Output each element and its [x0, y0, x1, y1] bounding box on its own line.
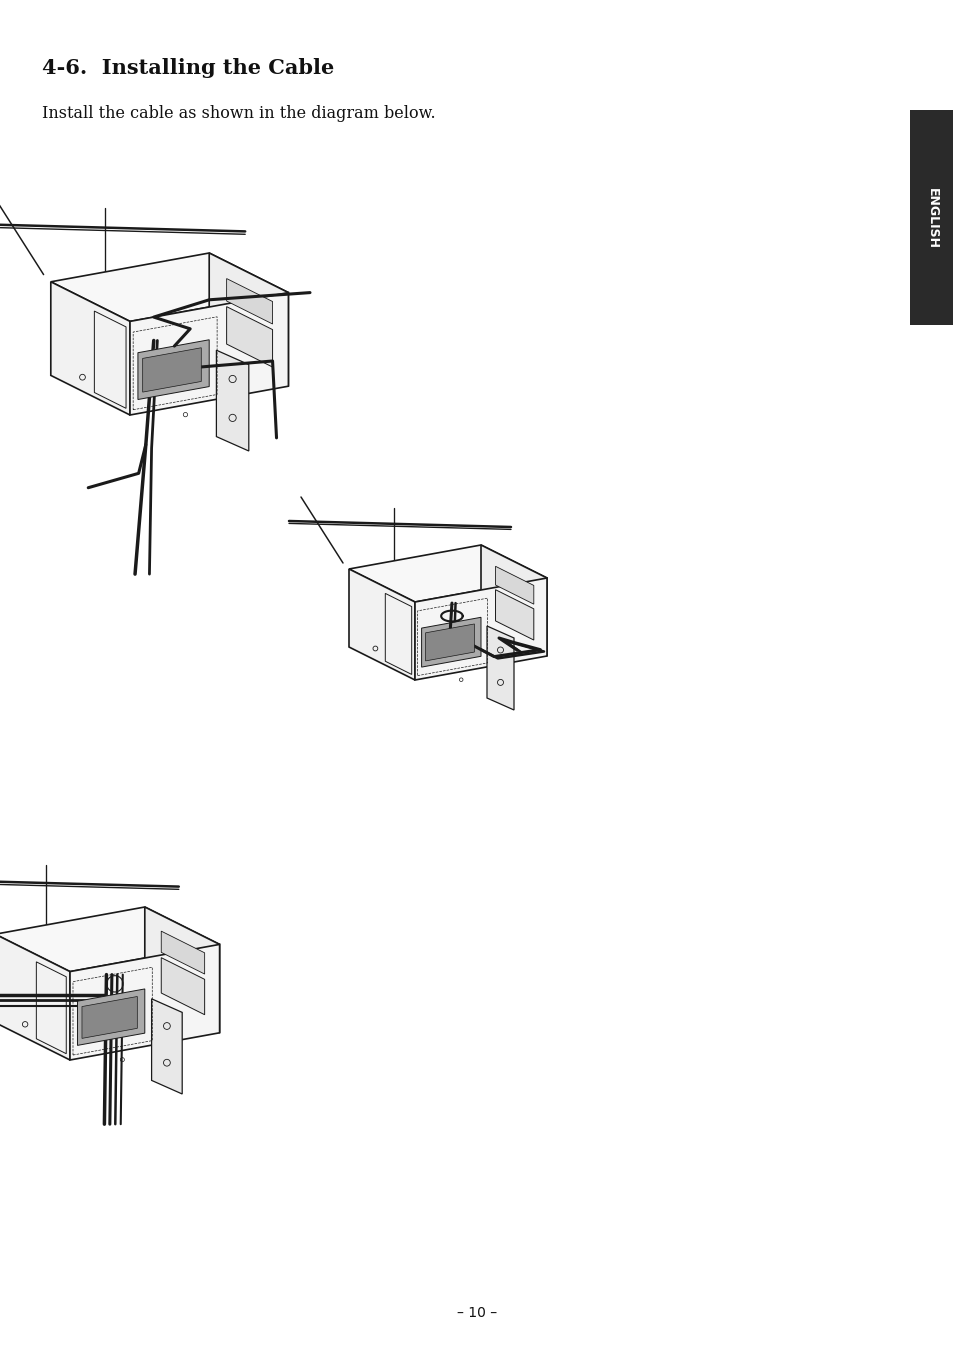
Polygon shape — [152, 999, 182, 1093]
Polygon shape — [227, 279, 273, 324]
Polygon shape — [152, 354, 173, 385]
Polygon shape — [495, 589, 534, 640]
Polygon shape — [349, 545, 546, 602]
Polygon shape — [143, 348, 201, 392]
Polygon shape — [0, 934, 70, 1060]
Polygon shape — [82, 996, 137, 1038]
Text: – 10 –: – 10 – — [456, 1306, 497, 1320]
Polygon shape — [216, 350, 249, 451]
Polygon shape — [209, 253, 288, 386]
Polygon shape — [415, 579, 546, 680]
Polygon shape — [130, 293, 288, 415]
Polygon shape — [495, 566, 534, 604]
Polygon shape — [349, 569, 415, 680]
Polygon shape — [91, 1003, 111, 1033]
Polygon shape — [51, 253, 288, 321]
Polygon shape — [421, 618, 480, 667]
Polygon shape — [0, 906, 219, 972]
Text: Install the cable as shown in the diagram below.: Install the cable as shown in the diagra… — [42, 104, 436, 122]
Polygon shape — [138, 340, 209, 400]
Polygon shape — [161, 931, 205, 974]
Polygon shape — [51, 282, 130, 415]
Polygon shape — [433, 629, 451, 656]
Polygon shape — [145, 906, 219, 1033]
Polygon shape — [486, 626, 514, 710]
Polygon shape — [227, 306, 273, 367]
Polygon shape — [70, 944, 219, 1060]
Text: 4-6.  Installing the Cable: 4-6. Installing the Cable — [42, 58, 334, 79]
Polygon shape — [161, 958, 205, 1015]
FancyBboxPatch shape — [909, 110, 953, 325]
Polygon shape — [77, 989, 145, 1045]
Polygon shape — [425, 623, 474, 661]
Polygon shape — [480, 545, 546, 656]
Text: ENGLISH: ENGLISH — [924, 187, 938, 248]
